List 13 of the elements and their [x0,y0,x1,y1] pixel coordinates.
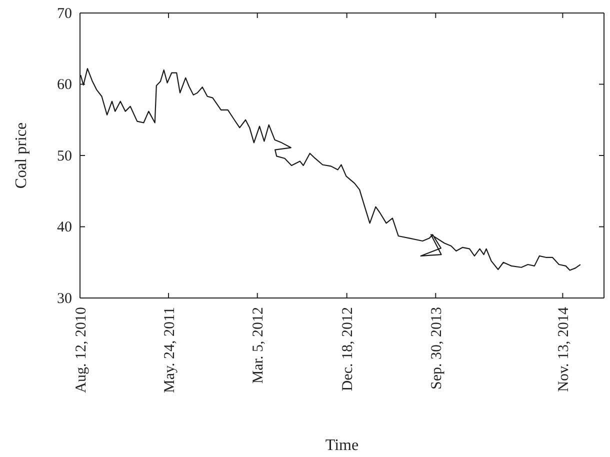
x-tick-label: Dec. 18, 2012 [340,307,356,392]
x-tick-label: Nov. 13, 2014 [556,306,572,392]
x-axis-title: Time [325,437,359,454]
x-tick-label: May. 24, 2011 [162,307,178,393]
y-tick-label: 60 [57,77,72,94]
y-tick-label: 40 [57,220,72,236]
x-tick-label: Mar. 5, 2012 [250,307,267,384]
y-tick-label: 70 [57,6,72,22]
x-tick-label: Sep. 30, 2013 [428,307,445,390]
y-axis-title: Coal price [13,122,30,189]
y-tick-label: 50 [57,148,72,164]
y-tick-label: 30 [57,290,72,307]
x-tick-label: Aug. 12, 2010 [73,307,90,393]
